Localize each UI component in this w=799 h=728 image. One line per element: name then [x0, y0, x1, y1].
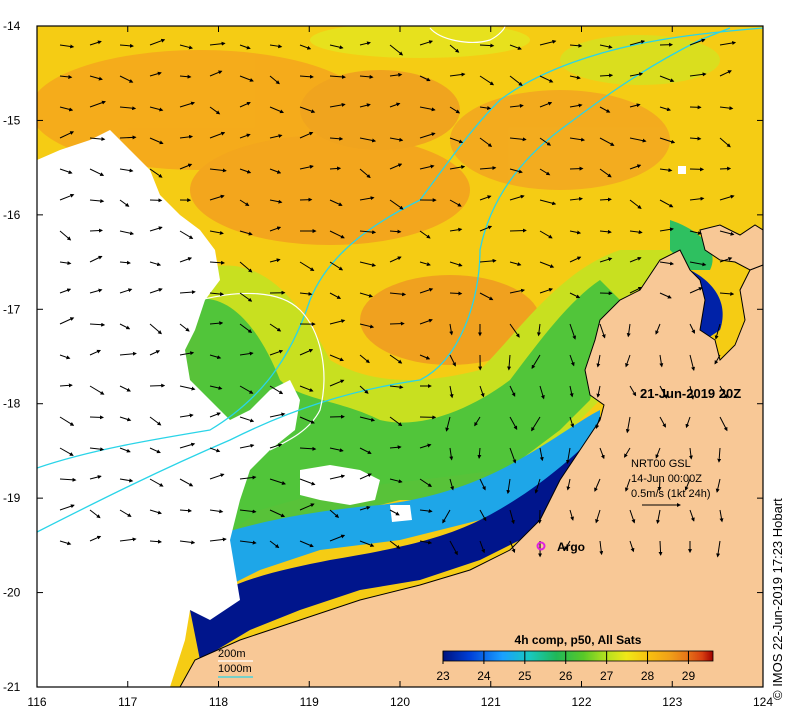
current-arrow [480, 45, 493, 46]
current-arrow [450, 293, 461, 294]
current-scale: 0.5m/s (1kt 24h) [631, 488, 710, 500]
lat-tick-label: -16 [3, 208, 21, 222]
cloud-patch [390, 505, 412, 522]
lat-tick-label: -21 [3, 680, 21, 694]
lon-tick-label: 118 [209, 695, 228, 709]
colorbar-tick-label: 27 [600, 669, 614, 683]
colorbar-tick-label: 28 [641, 669, 655, 683]
colorbar-tick-label: 24 [477, 669, 491, 683]
legend-1000m-label: 1000m [218, 663, 252, 675]
current-arrow [120, 137, 136, 138]
current-arrow [660, 541, 661, 555]
timestamp: 21-Jun-2019 20Z [640, 386, 741, 401]
lon-tick-label: 123 [662, 695, 682, 709]
current-arrow [510, 230, 526, 231]
lat-tick-label: -17 [3, 302, 21, 316]
colorbar-title: 4h comp, p50, All Sats [515, 633, 642, 647]
colorbar-tick-label: 23 [436, 669, 450, 683]
current-arrow [90, 230, 102, 231]
colorbar-tick-label: 29 [682, 669, 696, 683]
lon-tick-label: 122 [571, 695, 591, 709]
argo-label: Argo [557, 540, 585, 554]
current-arrow [720, 168, 730, 169]
legend-200m-label: 200m [218, 648, 246, 660]
lon-tick-label: 120 [390, 695, 410, 709]
current-arrow [600, 199, 611, 200]
current-time: 14-Jun 00:00Z [631, 473, 702, 485]
lat-tick-label: -15 [3, 113, 21, 127]
current-arrow [150, 385, 164, 386]
lon-tick-label: 116 [27, 695, 46, 709]
lon-tick-label: 119 [300, 695, 319, 709]
colorbar-tick-label: 25 [518, 669, 532, 683]
lat-tick-label: -14 [3, 19, 21, 33]
lat-tick-label: -19 [3, 491, 21, 505]
lat-tick-label: -18 [3, 397, 21, 411]
current-model-name: NRT00 GSL [631, 458, 691, 470]
lat-tick-label: -20 [3, 586, 21, 600]
lon-tick-label: 121 [481, 695, 501, 709]
lon-tick-label: 117 [118, 695, 137, 709]
colorbar-tick-label: 26 [559, 669, 573, 683]
cloud-speck [678, 166, 686, 174]
credit-text: © IMOS 22-Jun-2019 17:23 Hobart [770, 498, 785, 700]
